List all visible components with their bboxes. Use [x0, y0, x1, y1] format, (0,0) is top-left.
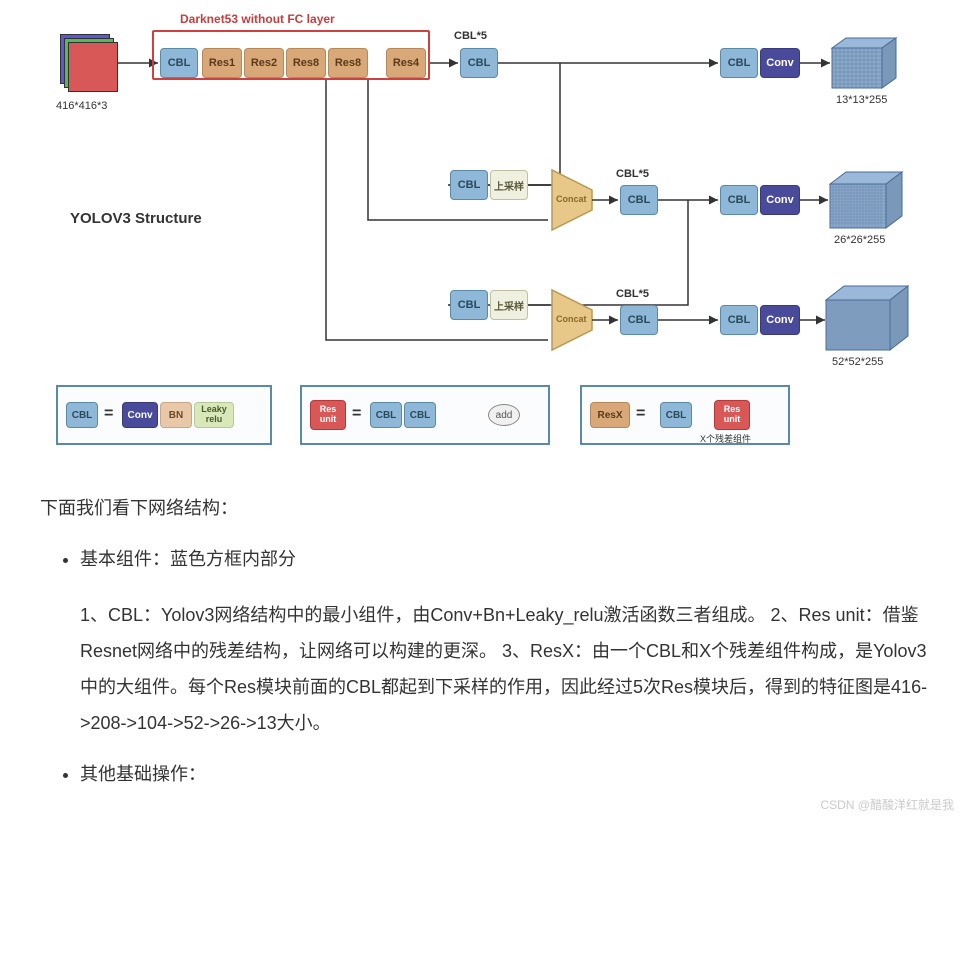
yolov3-diagram: 416*416*3 Darknet53 without FC layer CBL… — [0, 0, 974, 470]
legend-resx-lhs: ResX — [590, 402, 630, 428]
diagram-title: YOLOV3 Structure — [70, 210, 202, 227]
legend-cbl-conv: Conv — [122, 402, 158, 428]
head3-conv: Conv — [760, 305, 800, 335]
head2-label: CBL*5 — [616, 168, 649, 180]
head3-label: CBL*5 — [616, 288, 649, 300]
legend-cbl-leaky: Leaky relu — [194, 402, 234, 428]
legend-resx-cbl: CBL — [660, 402, 692, 428]
legend-resx-note: X个残差组件 — [700, 432, 751, 445]
out1-label: 13*13*255 — [836, 94, 887, 106]
head2-cbl: CBL — [720, 185, 758, 215]
head2-cbl5: CBL — [620, 185, 658, 215]
backbone-res4: Res4 — [386, 48, 426, 78]
legend-resx-ru: Res unit — [714, 400, 750, 430]
bullet1-title: 基本组件：蓝色方框内部分 — [80, 549, 296, 569]
head1-cbl: CBL — [720, 48, 758, 78]
out2-label: 26*26*255 — [834, 234, 885, 246]
text-content: 下面我们看下网络结构： 基本组件：蓝色方框内部分 1、CBL：Yolov3网络结… — [0, 470, 974, 827]
watermark: CSDN @醋酸洋红就是我 — [820, 793, 954, 817]
backbone-res2: Res2 — [244, 48, 284, 78]
head2-conv: Conv — [760, 185, 800, 215]
row3-cbl: CBL — [450, 290, 488, 320]
backbone-res1: Res1 — [202, 48, 242, 78]
input-label: 416*416*3 — [56, 100, 107, 112]
head1-conv: Conv — [760, 48, 800, 78]
bullet2-title: 其他基础操作： — [80, 764, 206, 784]
legend-cbl-eq: = — [104, 405, 113, 423]
intro-text: 下面我们看下网络结构： — [40, 490, 934, 526]
head1-cbl5: CBL — [460, 48, 498, 78]
row3-upsample: 上采样 — [490, 290, 528, 320]
legend-ru-add: add — [488, 404, 520, 426]
bullet-1: 基本组件：蓝色方框内部分 1、CBL：Yolov3网络结构中的最小组件，由Con… — [80, 541, 934, 741]
row3-concat: Concat — [556, 314, 587, 324]
backbone-cbl: CBL — [160, 48, 198, 78]
head3-cbl5: CBL — [620, 305, 658, 335]
legend-resx-eq: = — [636, 405, 645, 423]
row2-cbl: CBL — [450, 170, 488, 200]
backbone-res8b: Res8 — [328, 48, 368, 78]
backbone-res8a: Res8 — [286, 48, 326, 78]
out3-label: 52*52*255 — [832, 356, 883, 368]
legend-ru-eq: = — [352, 405, 361, 423]
bullet-2: 其他基础操作： — [80, 756, 934, 792]
legend-ru-cbl2: CBL — [404, 402, 436, 428]
row2-concat: Concat — [556, 194, 587, 204]
head1-label: CBL*5 — [454, 30, 487, 42]
row2-upsample: 上采样 — [490, 170, 528, 200]
legend-ru-cbl1: CBL — [370, 402, 402, 428]
head3-cbl: CBL — [720, 305, 758, 335]
darknet-label: Darknet53 without FC layer — [180, 12, 335, 26]
legend-cbl-lhs: CBL — [66, 402, 98, 428]
bullet1-body: 1、CBL：Yolov3网络结构中的最小组件，由Conv+Bn+Leaky_re… — [80, 597, 934, 741]
legend-ru-lhs: Res unit — [310, 400, 346, 430]
legend-cbl-bn: BN — [160, 402, 192, 428]
